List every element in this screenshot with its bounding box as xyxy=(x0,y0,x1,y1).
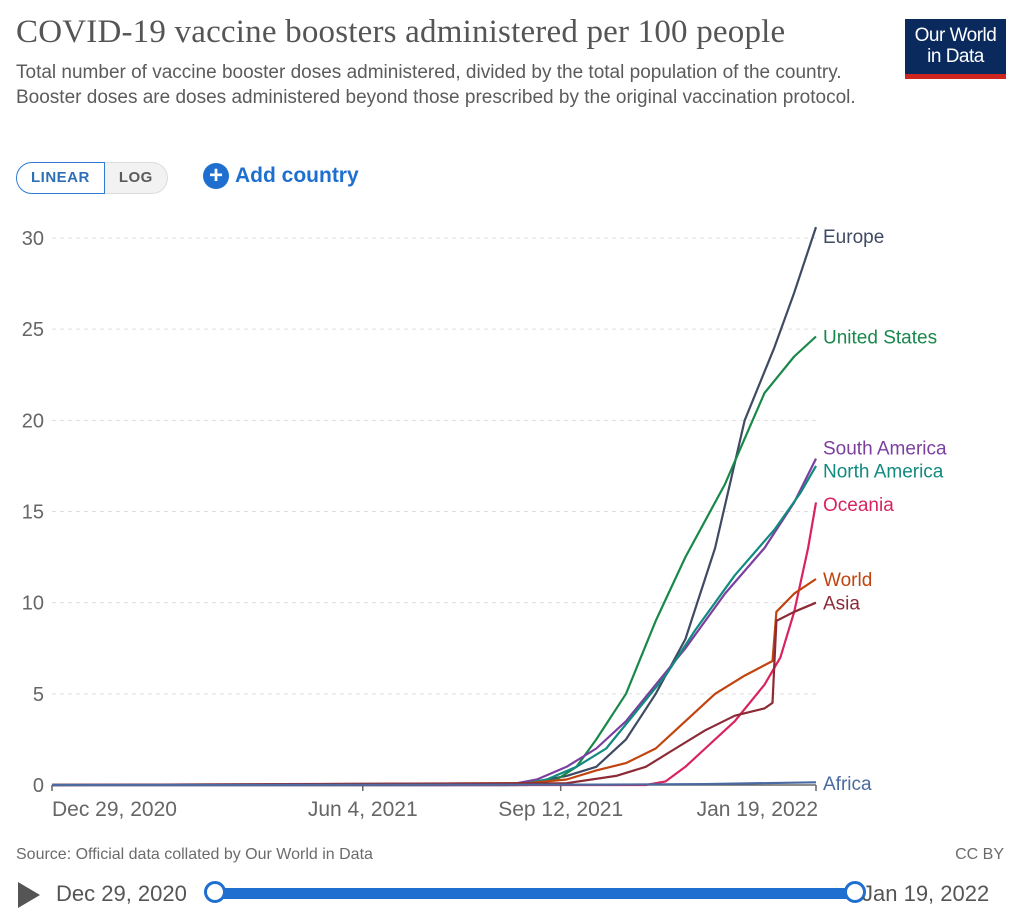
series-line-south-america xyxy=(52,458,817,787)
logo-line-2: in Data xyxy=(927,46,984,67)
series-label-africa: Africa xyxy=(823,774,872,795)
series-label-world: World xyxy=(823,570,872,591)
y-tick-label: 0 xyxy=(33,775,44,797)
line-chart: 0 5 10 15 20 25 30 Dec 29, 2020 Jun 4, 2021 Sep 1… xyxy=(22,226,947,821)
series-label-asia: Asia xyxy=(823,594,860,615)
timeline-track[interactable] xyxy=(215,888,855,899)
linear-scale-button[interactable]: LINEAR xyxy=(16,162,105,194)
chart-subtitle: Total number of vaccine booster doses ad… xyxy=(16,62,856,108)
series-line-africa xyxy=(51,781,817,787)
scale-toggle: LINEAR LOG xyxy=(16,162,168,194)
logo-line-1: Our World xyxy=(914,25,997,46)
series-line-oceania xyxy=(52,502,818,787)
x-tick-label: Jun 4, 2021 xyxy=(308,798,418,821)
series-label-oceania: Oceania xyxy=(823,495,894,516)
play-icon[interactable] xyxy=(18,882,40,908)
x-tick-label: Sep 12, 2021 xyxy=(498,798,623,821)
y-tick-label: 30 xyxy=(22,228,44,250)
owid-logo[interactable]: Our World in Data xyxy=(905,19,1006,79)
timeline-end-handle[interactable] xyxy=(844,881,866,903)
series-line-asia xyxy=(51,601,817,787)
y-tick-label: 15 xyxy=(22,502,44,524)
source-note: Source: Official data collated by Our Wo… xyxy=(16,846,373,863)
license-link[interactable]: CC BY xyxy=(955,846,1004,863)
series-line-north-america xyxy=(52,465,817,787)
x-tick-label: Dec 29, 2020 xyxy=(52,798,177,821)
y-tick-label: 5 xyxy=(33,684,44,706)
log-scale-button[interactable]: LOG xyxy=(104,162,168,194)
y-tick-label: 20 xyxy=(22,410,44,432)
timeline-start-handle[interactable] xyxy=(204,881,226,903)
add-country-button[interactable]: + Add country xyxy=(203,163,359,189)
y-tick-label: 10 xyxy=(22,593,44,615)
timeline-end-date: Jan 19, 2022 xyxy=(862,881,990,906)
logo-accent-bar xyxy=(905,74,1006,79)
series-label-united-states: United States xyxy=(823,327,937,348)
series-label-south-america: South America xyxy=(823,439,947,460)
y-tick-label: 25 xyxy=(22,319,44,341)
series-line-united-states xyxy=(52,335,817,787)
chart-title: COVID-19 vaccine boosters administered p… xyxy=(16,14,786,50)
series-line-europe xyxy=(52,226,818,787)
x-tick-label: Jan 19, 2022 xyxy=(697,798,818,821)
series-label-north-america: North America xyxy=(823,462,944,483)
series-label-europe: Europe xyxy=(823,227,884,248)
plus-circle-icon: + xyxy=(203,163,229,189)
timeline-start-date: Dec 29, 2020 xyxy=(56,881,187,906)
series-line-world xyxy=(51,578,817,787)
add-country-label: Add country xyxy=(235,164,359,187)
